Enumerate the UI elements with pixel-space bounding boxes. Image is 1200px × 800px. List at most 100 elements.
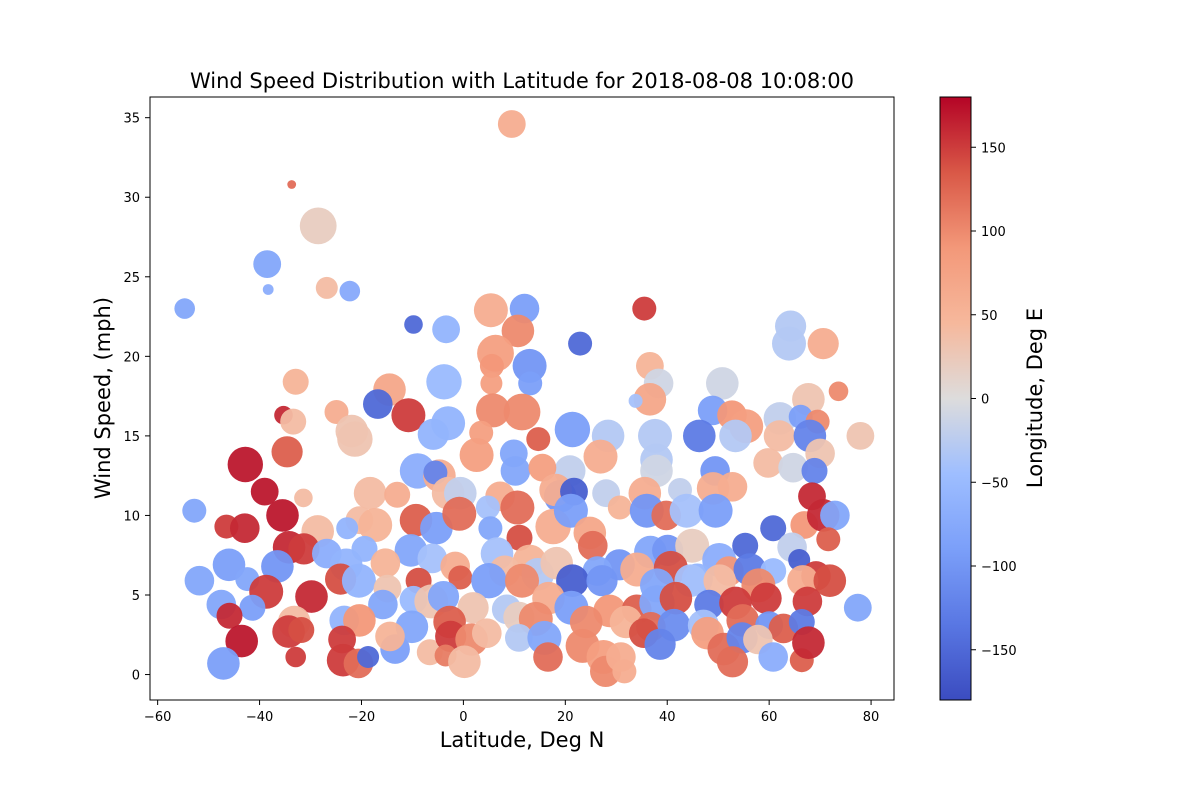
data-point: [816, 527, 841, 552]
data-point: [480, 372, 503, 395]
data-point: [750, 582, 782, 614]
data-point: [294, 488, 313, 508]
data-point: [280, 408, 307, 435]
data-point: [339, 280, 361, 302]
colorbar-ticks: −150 −100 −50 0 50 100 150: [971, 141, 1017, 659]
data-point: [528, 453, 557, 482]
data-point: [417, 418, 449, 450]
data-point: [343, 604, 376, 637]
data-point: [801, 457, 828, 484]
data-point: [299, 207, 337, 245]
data-point: [239, 594, 266, 621]
data-point: [353, 476, 387, 510]
data-point: [473, 293, 508, 328]
data-point: [358, 508, 393, 542]
data-point: [792, 586, 823, 617]
data-point: [732, 532, 759, 559]
data-point: [375, 621, 405, 652]
x-tick-label: 0: [459, 710, 467, 725]
data-point: [792, 626, 825, 659]
x-tick-label: 60: [761, 710, 778, 725]
data-point: [843, 593, 872, 622]
data-point: [683, 419, 716, 453]
data-point: [271, 436, 303, 468]
data-point: [828, 381, 849, 402]
data-point: [607, 495, 632, 520]
colorbar-tick-label: −100: [981, 560, 1017, 575]
data-point: [448, 565, 473, 590]
data-point: [503, 393, 541, 431]
data-point: [336, 517, 359, 540]
data-point: [478, 516, 503, 541]
y-axis-label: Wind Speed, (mph): [91, 297, 115, 499]
data-point: [288, 617, 315, 643]
data-point: [813, 564, 847, 597]
data-point: [459, 438, 494, 472]
y-tick-label: 10: [123, 509, 140, 524]
data-point: [285, 646, 307, 668]
data-point: [628, 393, 643, 408]
data-point: [442, 496, 477, 531]
x-axis-label: Latitude, Deg N: [440, 728, 605, 752]
data-point: [753, 448, 783, 478]
data-point: [758, 642, 788, 672]
data-point: [262, 284, 274, 295]
data-point: [337, 421, 373, 457]
data-point: [427, 581, 460, 613]
x-tick-label: −40: [246, 710, 273, 725]
data-points: [174, 110, 875, 688]
data-point: [432, 315, 460, 344]
y-tick-label: 15: [123, 430, 140, 445]
data-point: [716, 646, 749, 678]
data-point: [287, 180, 297, 189]
data-point: [225, 624, 258, 658]
colorbar-tick-label: −150: [981, 644, 1017, 659]
data-point: [763, 420, 795, 452]
data-point: [384, 481, 411, 508]
data-point: [638, 418, 672, 453]
data-point: [368, 589, 398, 620]
x-tick-label: 40: [659, 710, 676, 725]
data-point: [778, 452, 808, 483]
data-point: [669, 493, 704, 528]
data-point: [282, 368, 309, 395]
x-axis-ticks: −60 −40 −20 0 20 40 60 80: [144, 700, 879, 725]
data-point: [370, 548, 401, 578]
y-tick-label: 5: [132, 589, 140, 604]
data-point: [216, 602, 243, 629]
data-point: [472, 618, 502, 648]
data-point: [644, 628, 676, 660]
data-point: [341, 563, 376, 598]
data-point: [553, 493, 588, 528]
data-point: [501, 314, 535, 348]
data-point: [357, 646, 380, 668]
data-point: [475, 495, 500, 520]
y-tick-label: 0: [132, 669, 140, 684]
data-point: [706, 367, 739, 400]
data-point: [568, 331, 593, 356]
data-point: [497, 110, 526, 138]
y-tick-label: 20: [123, 350, 140, 365]
y-tick-label: 30: [123, 191, 140, 206]
data-point: [772, 326, 806, 361]
data-point: [632, 296, 657, 321]
data-point: [556, 564, 589, 597]
data-point: [230, 513, 260, 543]
colorbar-tick-label: 150: [981, 141, 1006, 156]
data-point: [404, 315, 423, 334]
data-point: [315, 276, 338, 299]
data-point: [698, 493, 733, 528]
data-point: [363, 389, 393, 419]
data-point: [288, 533, 320, 565]
colorbar-label: Longitude, Deg E: [1023, 308, 1047, 488]
data-point: [266, 499, 299, 532]
x-tick-label: 20: [557, 710, 574, 725]
y-axis-ticks: 0 5 10 15 20 25 30 35: [123, 112, 150, 684]
data-point: [717, 472, 748, 502]
data-point: [457, 592, 489, 624]
colorbar-tick-label: 50: [981, 309, 998, 324]
data-point: [417, 543, 448, 574]
data-point: [526, 427, 551, 452]
data-point: [261, 550, 294, 583]
